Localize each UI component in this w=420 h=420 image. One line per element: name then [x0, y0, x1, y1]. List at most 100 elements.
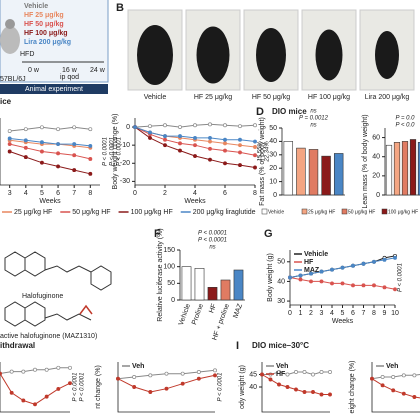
- legend-label: HF: [304, 259, 314, 266]
- data-point: [68, 381, 72, 386]
- data-point: [56, 386, 61, 391]
- data-point: [148, 130, 152, 135]
- data-point: [340, 281, 345, 286]
- treatment-label: HF 25 μg/kg: [24, 12, 64, 19]
- mouse-photo: [196, 26, 230, 84]
- axis: [0, 118, 100, 186]
- annotation: P < 0.0001: [198, 238, 227, 244]
- y-tick-label: 40: [269, 138, 277, 145]
- data-point: [193, 123, 197, 128]
- strain-label: 57BL/6J: [0, 76, 26, 83]
- annotation: ns: [209, 245, 215, 251]
- x-tick-label: 2: [309, 310, 313, 317]
- data-point: [391, 375, 396, 379]
- data-point: [302, 390, 307, 394]
- axis: [261, 362, 330, 413]
- x-tick-label: Vehicle: [178, 303, 192, 327]
- data-point: [7, 149, 12, 154]
- data-point: [208, 135, 212, 140]
- data-point: [180, 371, 185, 376]
- data-point: [328, 370, 332, 374]
- data-point: [72, 125, 77, 130]
- x-axis-label: Weeks: [184, 198, 206, 205]
- data-point: [238, 137, 242, 142]
- bar: [194, 268, 205, 301]
- treatment-label: HF 50 μg/kg: [24, 21, 64, 28]
- data-point: [253, 165, 257, 170]
- data-point: [268, 377, 273, 382]
- bar: [393, 142, 401, 196]
- caption-bar: [0, 84, 108, 94]
- series-line: [9, 151, 91, 175]
- data-point: [132, 375, 137, 379]
- data-point: [223, 123, 227, 128]
- data-point: [148, 124, 152, 129]
- data-point: [238, 124, 242, 129]
- data-point: [68, 365, 72, 370]
- y-tick-label: 0: [126, 124, 130, 131]
- y-axis-label: Body weight change (%): [112, 114, 119, 190]
- data-point: [412, 395, 417, 399]
- y-axis-label: Fat mass (% of body weight): [259, 117, 266, 206]
- x-axis-label: Weeks: [332, 318, 354, 325]
- data-point: [298, 277, 303, 282]
- chart-title: ice: [0, 97, 12, 106]
- data-point: [178, 134, 182, 139]
- annotation: ns: [310, 123, 316, 129]
- legend-label: Vehicle: [268, 209, 284, 215]
- x-tick-label: 6: [56, 190, 60, 197]
- molecule: [4, 251, 112, 291]
- data-point: [401, 391, 406, 396]
- annotation: P < 0.0001: [198, 231, 227, 237]
- data-point: [294, 370, 298, 374]
- annotation: P < 0.0001: [117, 137, 123, 166]
- data-point: [88, 156, 93, 161]
- x-tick-label: 5: [341, 310, 345, 317]
- y-axis-label: Lean mass (% of body weight): [362, 114, 369, 208]
- mouse-photo: [137, 25, 173, 85]
- data-point: [23, 155, 28, 160]
- y-tick-label: 40: [277, 278, 285, 285]
- data-point: [302, 370, 307, 374]
- y-tick-label: 40: [372, 154, 380, 161]
- bar: [207, 287, 218, 301]
- data-point: [178, 148, 182, 153]
- data-point: [164, 386, 169, 391]
- legend-label: 100 μg/kg HF: [131, 209, 173, 216]
- legend-label: Vehicle: [304, 251, 328, 258]
- data-point: [253, 153, 257, 158]
- bar: [401, 141, 409, 196]
- data-point: [391, 388, 396, 393]
- x-tick-label: 10: [391, 310, 399, 317]
- data-point: [21, 369, 26, 374]
- data-point: [39, 125, 44, 130]
- data-point: [319, 279, 324, 284]
- annotation: P < 0.0001: [103, 137, 109, 166]
- legend-swatch: [301, 208, 308, 215]
- data-point: [372, 283, 376, 288]
- data-point: [178, 141, 182, 146]
- data-point: [44, 394, 49, 399]
- data-point: [330, 267, 334, 272]
- molecule: [4, 301, 92, 327]
- chart-title: DIO mice: [272, 107, 307, 116]
- treatment-label: HF 100 μg/kg: [24, 30, 68, 37]
- data-point: [277, 370, 281, 374]
- annotation: P < 0.0001: [80, 373, 86, 402]
- data-point: [208, 122, 212, 127]
- data-point: [193, 143, 197, 148]
- data-point: [196, 376, 201, 381]
- mouse-photo: [256, 28, 286, 82]
- photo-label: HF 50 μg/kg: [252, 94, 290, 101]
- y-tick-label: 150: [163, 247, 175, 254]
- legend-label: 100 μg/kg HF: [388, 209, 418, 215]
- panel-label: F: [154, 228, 161, 240]
- legend-label: 50 μg/kg HF: [348, 209, 375, 215]
- data-point: [193, 154, 197, 158]
- data-point: [148, 373, 153, 378]
- data-point: [72, 153, 77, 158]
- legend-swatch: [381, 208, 388, 215]
- data-point: [393, 255, 397, 260]
- x-tick-label: 9: [383, 310, 387, 317]
- data-point: [164, 371, 169, 376]
